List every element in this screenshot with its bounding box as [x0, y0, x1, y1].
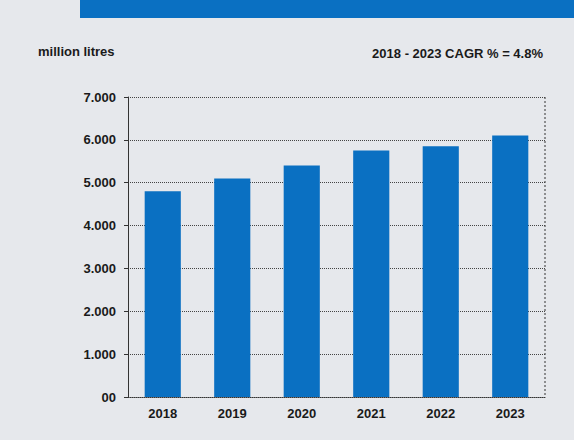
- svg-text:1.000: 1.000: [83, 347, 116, 362]
- svg-text:2023: 2023: [496, 406, 525, 421]
- svg-text:00: 00: [102, 390, 116, 405]
- svg-text:2020: 2020: [287, 406, 316, 421]
- svg-text:3.000: 3.000: [83, 261, 116, 276]
- svg-text:million litres: million litres: [38, 44, 115, 59]
- svg-text:2018 - 2023 CAGR % = 4.8%: 2018 - 2023 CAGR % = 4.8%: [372, 46, 543, 61]
- svg-text:2.000: 2.000: [83, 304, 116, 319]
- svg-text:2018: 2018: [148, 406, 177, 421]
- svg-text:2022: 2022: [426, 406, 455, 421]
- svg-text:6.000: 6.000: [83, 132, 116, 147]
- svg-text:4.000: 4.000: [83, 218, 116, 233]
- svg-text:2021: 2021: [357, 406, 386, 421]
- svg-text:7.000: 7.000: [83, 90, 116, 105]
- svg-text:2019: 2019: [218, 406, 247, 421]
- svg-text:5.000: 5.000: [83, 175, 116, 190]
